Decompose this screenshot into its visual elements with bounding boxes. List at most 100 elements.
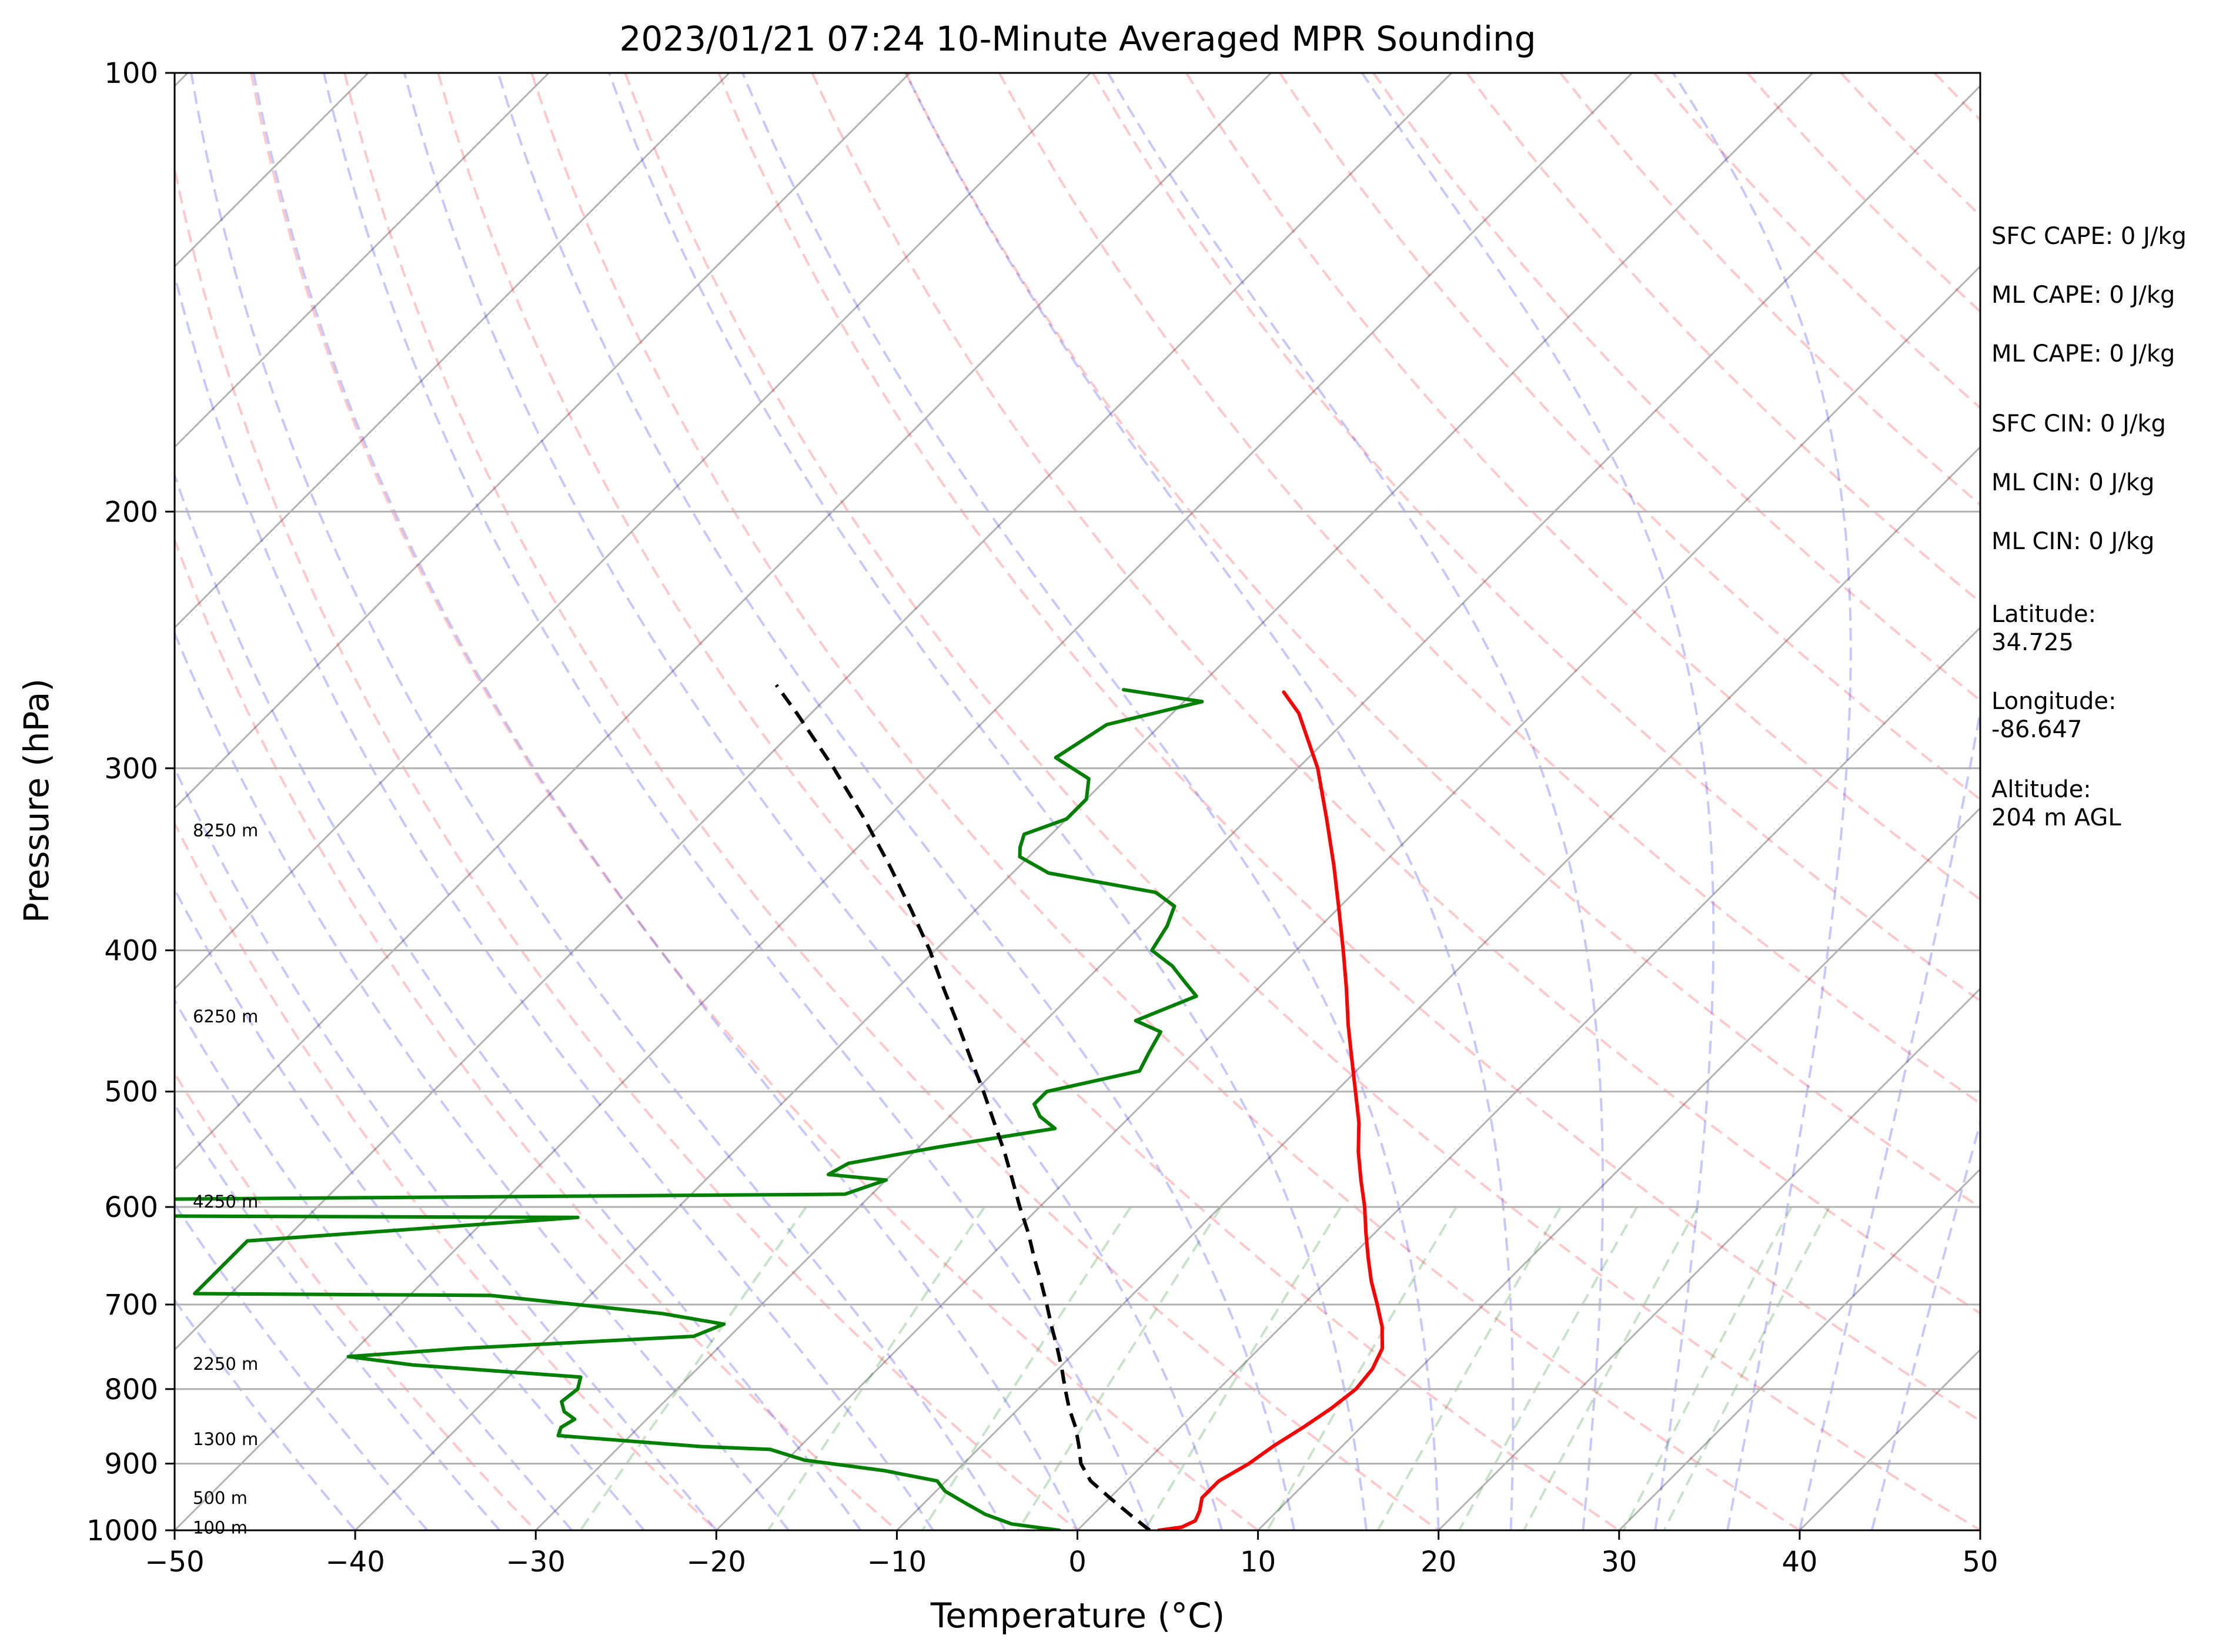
x-tick-label: −10 [867,1546,927,1579]
side-stat-text: 34.725 [1991,629,2074,656]
x-tick-label: 10 [1240,1546,1276,1579]
dry-adiabat-line [530,73,1800,1530]
mixing-ratio-line [1376,1206,1562,1530]
x-tick-label: 50 [1962,1546,1998,1579]
moist-adiabat-line [1107,73,1604,1530]
height-label: 4250 m [193,1192,258,1212]
side-stat-text: SFC CIN: 0 J/kg [1991,410,2166,437]
mixing-ratio-line [1622,1206,1793,1530]
isotherm-line [175,73,1633,1530]
isotherm-line [1618,1168,1980,1530]
moist-adiabat-line [741,73,1440,1530]
moist-adiabat-line [1672,73,1852,1530]
x-tick-label: −40 [325,1546,385,1579]
x-tick-label: −50 [145,1546,204,1579]
height-label: 8250 m [193,821,258,841]
moist-adiabat-line [175,998,573,1530]
moist-adiabat-line [175,471,862,1530]
moist-adiabat-line [403,73,1224,1530]
mixing-ratio-line [767,1206,986,1530]
y-tick-label: 300 [104,753,158,785]
parcel-profile-line [774,684,1151,1530]
dry-adiabat-line [175,536,898,1530]
moist-adiabat-line [1870,1118,1980,1530]
isotherm-line [175,73,911,810]
isotherm-line [175,73,730,629]
x-tick-label: 20 [1421,1546,1456,1579]
moist-adiabat-line [608,73,1368,1530]
side-stat-text: Latitude: [1991,601,2096,628]
x-tick-label: 30 [1601,1546,1637,1579]
isotherm-line [716,265,1980,1530]
dry-adiabat-line [811,73,1980,1315]
height-label: 100 m [193,1518,248,1538]
dry-adiabats [175,73,1980,1530]
isotherm-line [175,73,1452,1352]
side-stat-text: ML CAPE: 0 J/kg [1991,340,2175,367]
side-stat-text: ML CIN: 0 J/kg [1991,528,2154,555]
side-stat-text: ML CAPE: 0 J/kg [1991,282,2175,309]
x-axis-label: Temperature (°C) [930,1596,1225,1636]
isotherm-line [535,85,1980,1530]
dry-adiabat-line [1559,73,1980,507]
dry-adiabat-line [1653,73,1980,410]
moist-adiabat-line [175,887,646,1530]
y-tick-label: 500 [104,1076,158,1109]
side-stats-panel: SFC CAPE: 0 J/kg ML CAPE: 0 J/kg ML CAPE: … [1991,223,2187,831]
background-lines [175,73,1980,1530]
moist-adiabat-line [497,73,1295,1530]
dry-adiabat-line [717,73,1980,1423]
height-label: 1300 m [193,1429,258,1449]
side-stat-text: SFC CAPE: 0 J/kg [1991,223,2187,250]
dry-adiabat-line [250,73,1259,1530]
dry-adiabat-line [998,73,1980,1105]
y-tick-label: 100 [104,57,158,90]
dry-adiabat-line [343,73,1439,1530]
chart-title: 2023/01/21 07:24 10-Minute Averaged MPR … [619,19,1536,59]
height-label: 2250 m [193,1354,258,1374]
moist-adiabat-line [190,73,1007,1530]
y-ticks: 100 200 300 400 500 600 700 800 900 1000 [86,57,175,1547]
x-tick-label: 40 [1782,1546,1817,1579]
height-labels: 100 m 500 m 1300 m 2250 m 4250 m 6250 m 8250 m [193,821,258,1538]
y-tick-label: 1000 [86,1514,158,1547]
mixing-ratio-line [1266,1206,1458,1530]
x-ticks: −50 −40 −30 −20 −10 0 10 20 30 40 50 [145,1530,1998,1579]
dry-adiabat-line [175,821,717,1530]
moist-adiabat-line [322,73,1151,1530]
isotherm-line [175,73,550,449]
side-stat-text: Longitude: [1991,688,2116,715]
moist-adiabat-line [252,73,1079,1530]
moist-adiabat-line [175,630,790,1530]
y-axis-label: Pressure (hPa) [16,678,56,923]
side-stat-text: 204 m AGL [1991,804,2121,831]
x-tick-label: −30 [506,1546,566,1579]
moist-adiabats [175,73,1980,1530]
y-tick-label: 600 [104,1191,158,1224]
dewpoint-line [175,688,1204,1530]
x-tick-label: 0 [1068,1546,1087,1579]
moist-adiabat-line [175,270,934,1530]
isotherm-line [896,446,1980,1530]
mixing-ratio-line [1017,1206,1222,1530]
temperature-line [1157,690,1385,1530]
isobars [175,73,1980,1530]
side-stat-text: ML CIN: 0 J/kg [1991,469,2154,496]
dry-adiabat-line [175,162,1078,1530]
y-tick-label: 800 [104,1373,158,1406]
mixing-ratio-line [1458,1206,1638,1530]
y-tick-label: 700 [104,1289,158,1322]
moist-adiabat-line [175,1102,501,1530]
y-tick-label: 900 [104,1448,158,1481]
dry-adiabat-line [1372,73,1980,702]
dry-adiabat-line [904,73,1980,1209]
mixing-ratio-line [1144,1206,1342,1530]
dry-adiabat-line [1279,73,1980,801]
data-series [175,684,1385,1530]
y-tick-label: 400 [104,935,158,968]
isotherm-line [1438,987,1980,1530]
y-tick-label: 200 [104,496,158,529]
isotherm-line [175,73,1091,990]
side-stat-text: Altitude: [1991,776,2091,803]
